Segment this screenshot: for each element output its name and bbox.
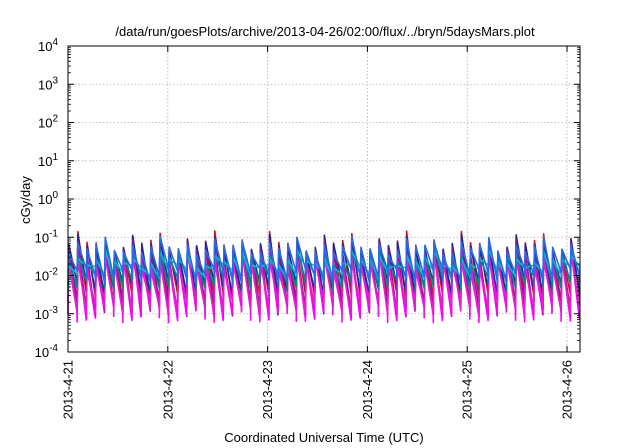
y-axis-label: cGy/day	[18, 176, 33, 224]
y-tick-label: 103	[38, 75, 58, 92]
series-group	[67, 230, 581, 324]
y-tick-label: 104	[38, 37, 58, 54]
x-tick-label: 2013-4-21	[61, 360, 76, 419]
y-tick-exponent: 2	[52, 114, 58, 125]
x-axis-label: Coordinated Universal Time (UTC)	[224, 430, 423, 445]
y-tick-base: 10	[35, 307, 49, 322]
x-tick-label: 2013-4-23	[260, 360, 275, 419]
y-tick-label: 10-3	[35, 305, 59, 322]
y-tick-label: 10-2	[35, 267, 59, 284]
y-tick-exponent: 1	[52, 152, 58, 163]
y-tick-exponent: -2	[49, 267, 58, 278]
series-line	[67, 235, 581, 286]
x-axis: 2013-4-21 2013-4-22 2013-4-23 2013-4-24 2013…	[61, 46, 575, 419]
x-tick-label: 2013-4-22	[160, 360, 175, 419]
y-tick-base: 10	[38, 77, 52, 92]
y-tick-label: 10-4	[35, 343, 59, 360]
y-tick-label: 10-1	[35, 228, 59, 245]
chart-title: /data/run/goesPlots/archive/2013-04-26/0…	[115, 24, 535, 39]
y-tick-exponent: 4	[52, 37, 58, 48]
y-tick-exponent: 3	[52, 75, 58, 86]
y-tick-exponent: -1	[49, 228, 58, 239]
y-tick-base: 10	[38, 116, 52, 131]
y-tick-exponent: -3	[49, 305, 58, 316]
y-tick-exponent: -4	[49, 343, 58, 354]
y-tick-exponent: 0	[52, 190, 58, 201]
y-tick-label: 102	[38, 114, 58, 131]
y-tick-base: 10	[35, 269, 49, 284]
y-tick-label: 100	[38, 190, 58, 207]
x-tick-label: 2013-4-25	[460, 360, 475, 419]
y-tick-base: 10	[35, 230, 49, 245]
x-tick-label: 2013-4-26	[560, 360, 575, 419]
y-tick-base: 10	[38, 154, 52, 169]
y-tick-label: 101	[38, 152, 58, 169]
y-tick-base: 10	[35, 345, 49, 360]
y-tick-base: 10	[38, 192, 52, 207]
x-tick-label: 2013-4-24	[360, 360, 375, 419]
y-tick-base: 10	[38, 39, 52, 54]
